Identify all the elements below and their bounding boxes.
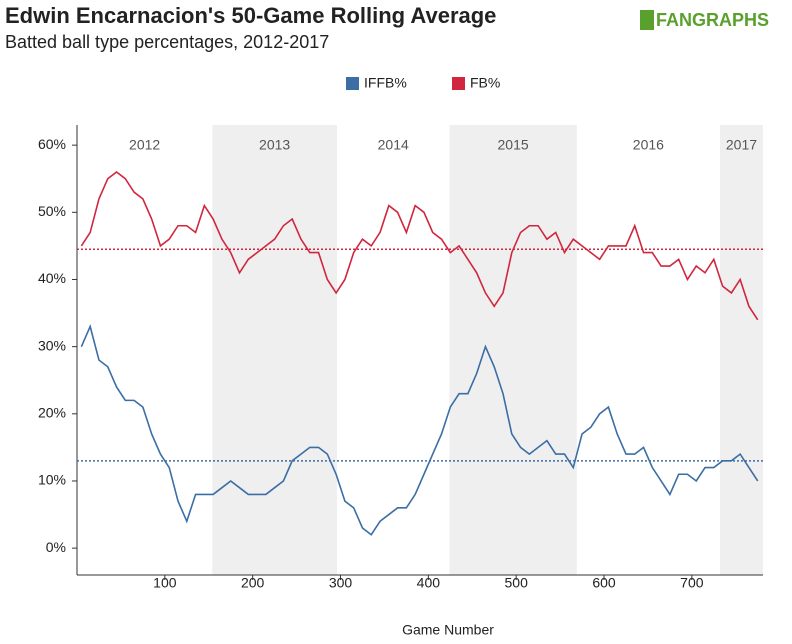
logo-icon bbox=[640, 10, 654, 30]
y-tick-label: 40% bbox=[38, 270, 66, 286]
chart-subtitle: Batted ball type percentages, 2012-2017 bbox=[5, 32, 329, 52]
legend-label: IFFB% bbox=[364, 75, 407, 91]
y-tick-label: 50% bbox=[38, 203, 66, 219]
x-tick-label: 100 bbox=[153, 575, 177, 591]
x-tick-label: 200 bbox=[241, 575, 265, 591]
year-band bbox=[719, 125, 763, 575]
year-label: 2017 bbox=[726, 137, 757, 153]
x-axis-label: Game Number bbox=[402, 622, 494, 638]
year-label: 2013 bbox=[259, 137, 290, 153]
y-tick-label: 30% bbox=[38, 337, 66, 353]
y-tick-label: 0% bbox=[46, 539, 66, 555]
year-band bbox=[449, 125, 577, 575]
legend-label: FB% bbox=[470, 75, 500, 91]
y-tick-label: 20% bbox=[38, 405, 66, 421]
year-label: 2012 bbox=[129, 137, 160, 153]
logo: FANGRAPHS bbox=[656, 10, 769, 30]
x-tick-label: 400 bbox=[417, 575, 441, 591]
chart-title: Edwin Encarnacion's 50-Game Rolling Aver… bbox=[5, 3, 496, 28]
x-tick-label: 600 bbox=[592, 575, 616, 591]
x-tick-label: 500 bbox=[505, 575, 529, 591]
series-line bbox=[80, 171, 759, 321]
series-line bbox=[80, 324, 759, 536]
legend-swatch bbox=[346, 77, 359, 90]
year-label: 2016 bbox=[633, 137, 664, 153]
year-label: 2014 bbox=[378, 137, 409, 153]
x-tick-label: 700 bbox=[680, 575, 704, 591]
y-tick-label: 10% bbox=[38, 472, 66, 488]
x-tick-label: 300 bbox=[329, 575, 353, 591]
year-band bbox=[212, 125, 337, 575]
y-tick-label: 60% bbox=[38, 136, 66, 152]
legend-swatch bbox=[452, 77, 465, 90]
year-label: 2015 bbox=[498, 137, 529, 153]
